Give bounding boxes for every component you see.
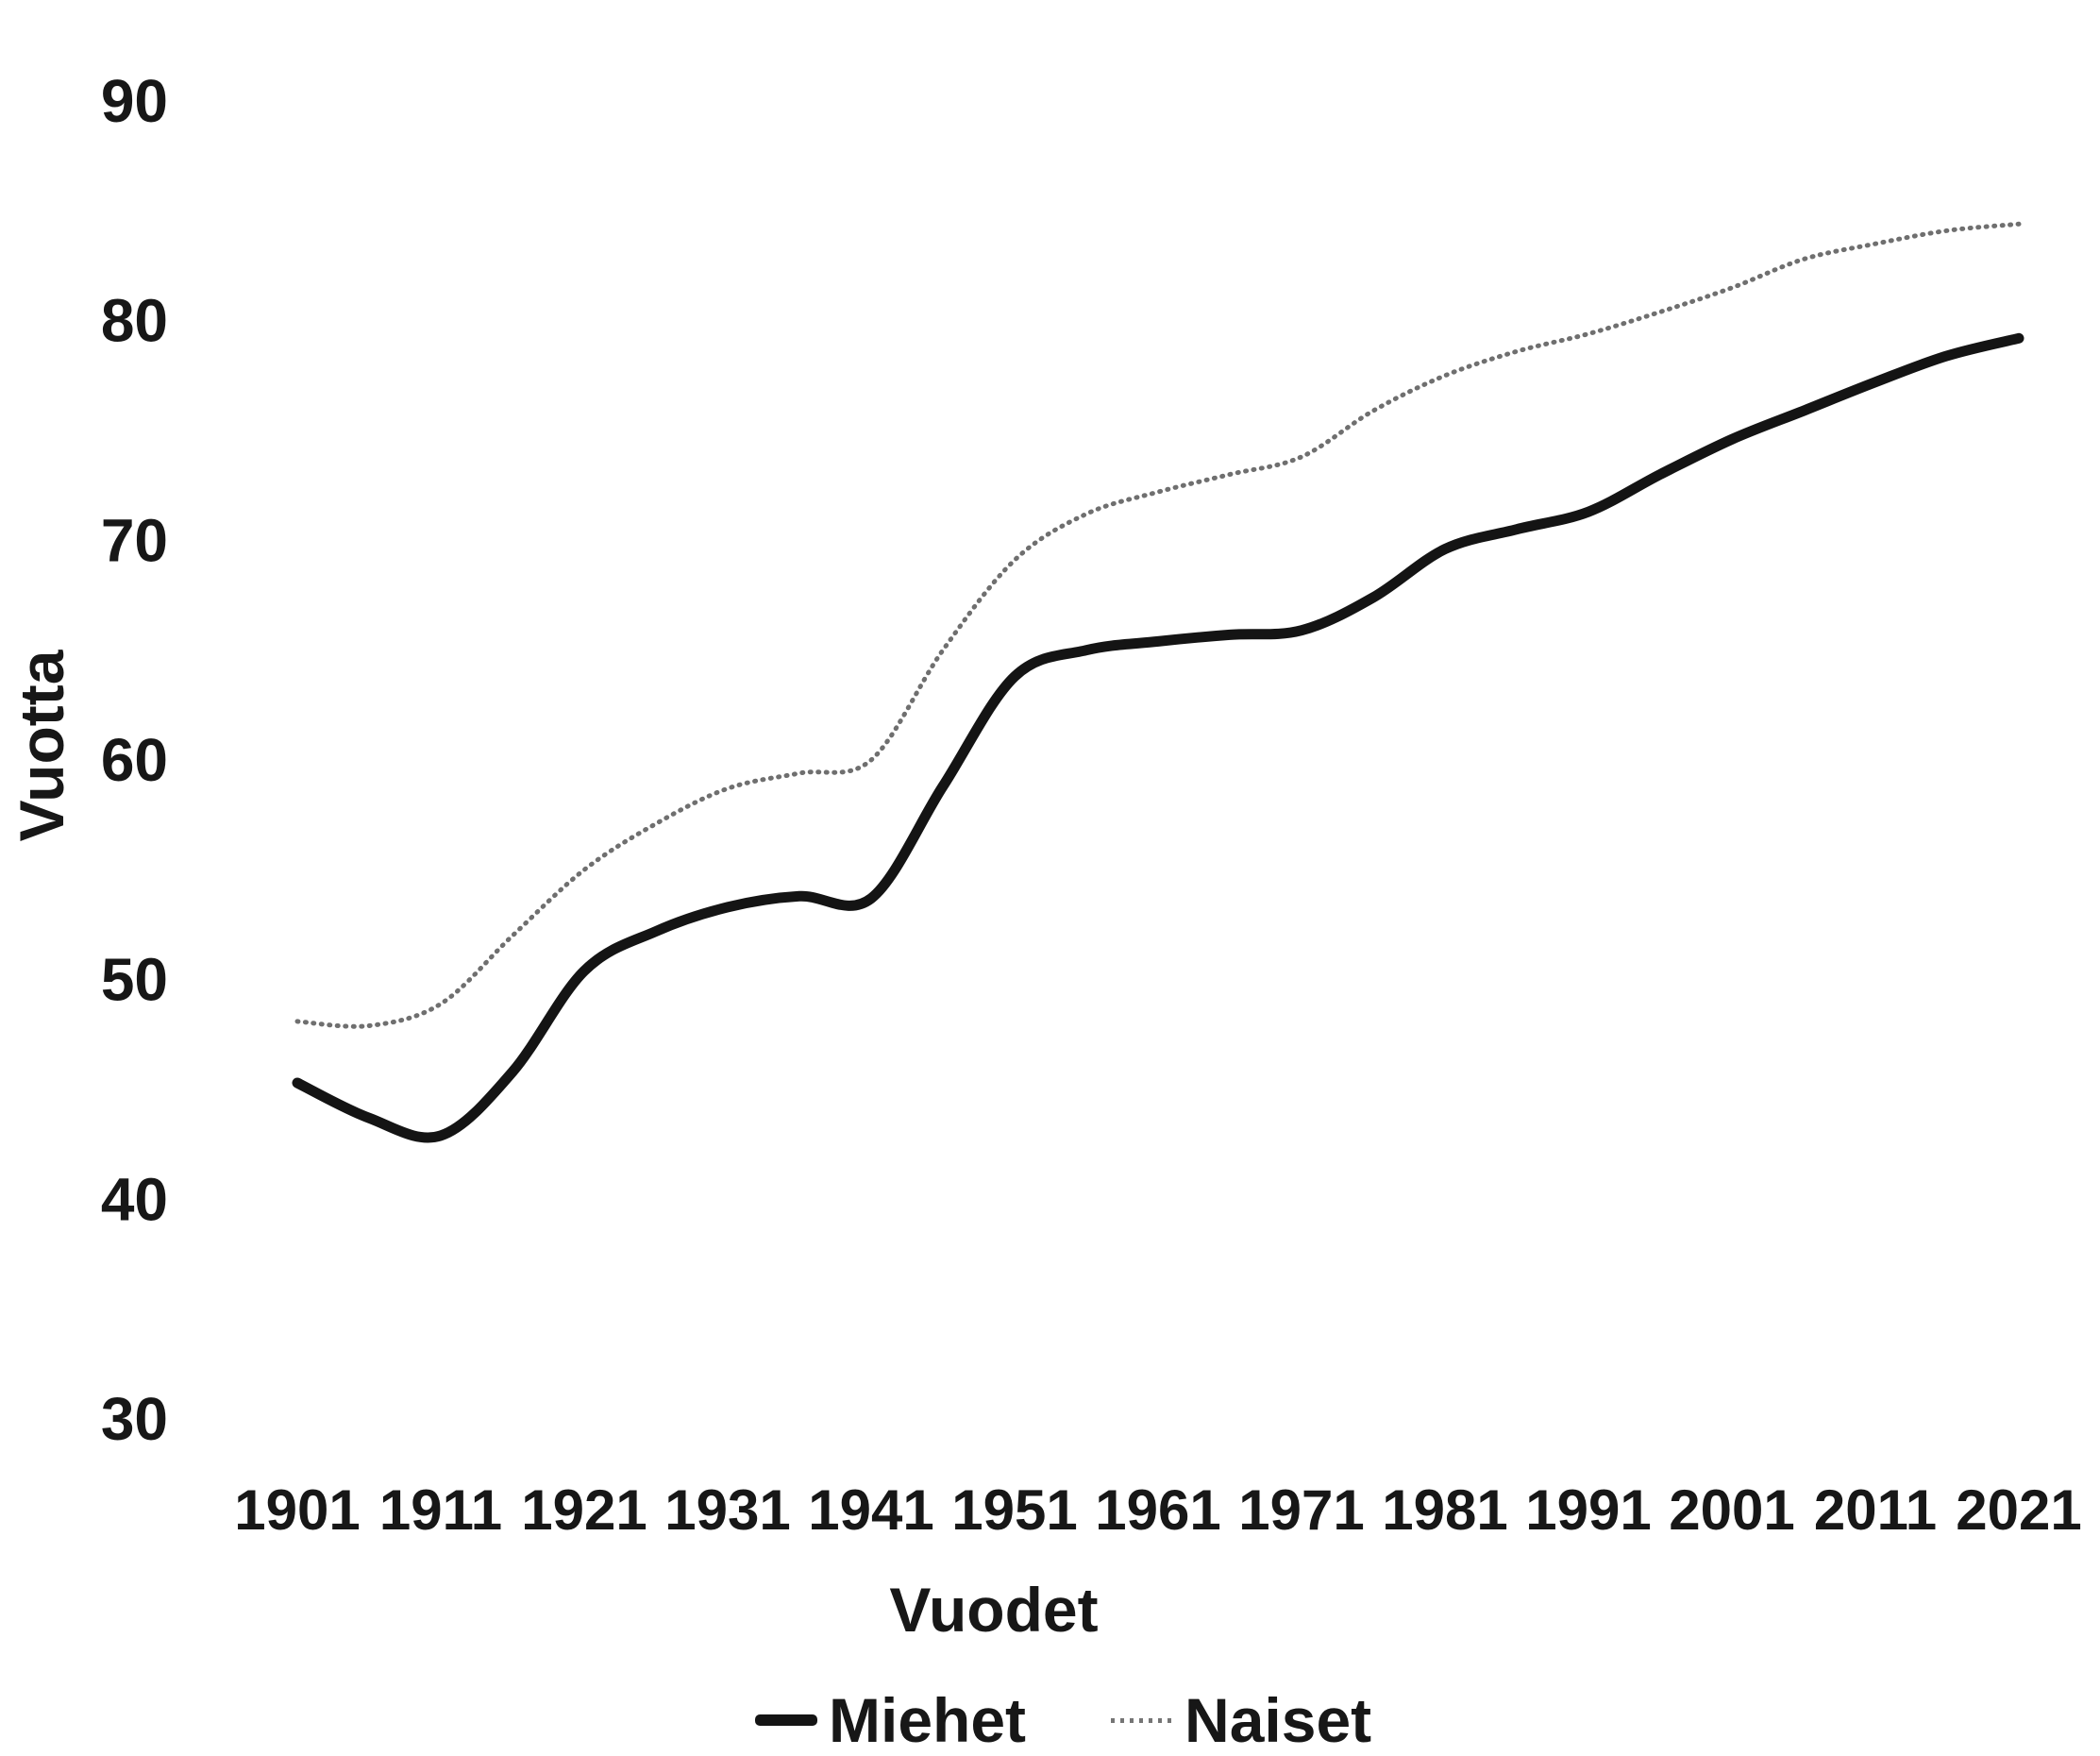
x-axis-title: Vuodet xyxy=(889,1575,1099,1645)
x-tick-label: 1951 xyxy=(951,1478,1077,1542)
y-tick-label: 60 xyxy=(101,726,168,794)
naiset-line-swatch xyxy=(1111,1717,1174,1723)
y-axis-title: Vuotta xyxy=(7,650,76,842)
legend-label-naiset: Naiset xyxy=(1184,1685,1372,1755)
x-tick-label: 1941 xyxy=(808,1478,933,1542)
legend: Miehet Naiset xyxy=(755,1684,1371,1756)
x-tick-label: 1991 xyxy=(1525,1478,1651,1542)
miehet-line xyxy=(292,332,2024,1143)
naiset-line xyxy=(294,221,2022,1029)
x-tick-label: 1901 xyxy=(234,1478,360,1542)
x-tick-label: 2021 xyxy=(1956,1478,2081,1542)
x-tick-label: 1961 xyxy=(1095,1478,1220,1542)
x-tick-label: 1911 xyxy=(379,1478,502,1542)
y-tick-label: 50 xyxy=(101,946,168,1014)
y-tick-label: 30 xyxy=(101,1385,168,1453)
miehet-line-swatch xyxy=(755,1714,817,1726)
x-tick-label: 1981 xyxy=(1382,1478,1507,1542)
x-tick-label: 1931 xyxy=(664,1478,790,1542)
x-tick-label: 2001 xyxy=(1669,1478,1794,1542)
x-tick-label: 1971 xyxy=(1238,1478,1364,1542)
legend-label-miehet: Miehet xyxy=(829,1685,1027,1755)
y-tick-label: 40 xyxy=(101,1165,168,1233)
y-tick-label: 90 xyxy=(101,67,168,135)
y-tick-label: 70 xyxy=(101,506,168,574)
y-tick-label: 80 xyxy=(101,287,168,355)
x-tick-label: 1921 xyxy=(521,1478,647,1542)
legend-item-naiset: Naiset xyxy=(1111,1684,1371,1756)
legend-item-miehet: Miehet xyxy=(755,1684,1026,1756)
x-tick-label: 2011 xyxy=(1814,1478,1937,1542)
